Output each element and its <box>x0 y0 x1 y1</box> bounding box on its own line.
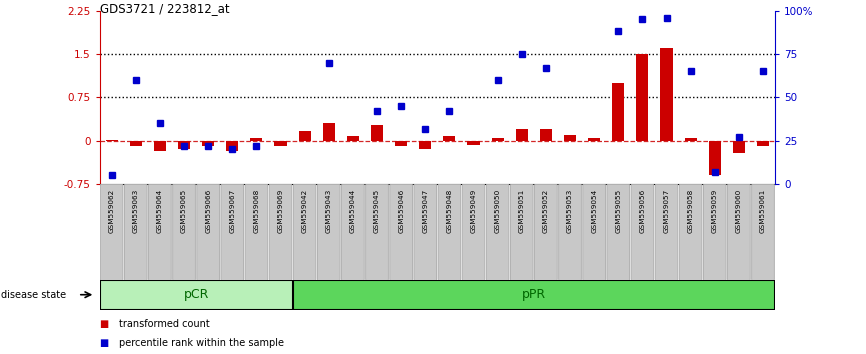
Text: GSM559050: GSM559050 <box>494 189 501 233</box>
FancyBboxPatch shape <box>100 184 123 281</box>
Bar <box>757 141 769 147</box>
FancyBboxPatch shape <box>583 184 605 281</box>
Text: GSM559059: GSM559059 <box>712 189 718 233</box>
Text: disease state: disease state <box>1 290 66 300</box>
FancyBboxPatch shape <box>438 184 461 281</box>
Text: GSM559053: GSM559053 <box>567 189 573 233</box>
Bar <box>443 136 456 141</box>
Text: GSM559056: GSM559056 <box>639 189 645 233</box>
FancyBboxPatch shape <box>149 184 171 281</box>
Bar <box>637 54 649 141</box>
FancyBboxPatch shape <box>269 184 292 281</box>
FancyBboxPatch shape <box>197 184 219 281</box>
FancyBboxPatch shape <box>390 184 412 281</box>
FancyBboxPatch shape <box>631 184 654 281</box>
Text: GSM559057: GSM559057 <box>663 189 669 233</box>
Text: GSM559060: GSM559060 <box>736 189 742 233</box>
Text: GSM559064: GSM559064 <box>157 189 163 233</box>
FancyBboxPatch shape <box>221 184 243 281</box>
Bar <box>708 141 721 176</box>
Text: GSM559047: GSM559047 <box>423 189 429 233</box>
Text: GSM559054: GSM559054 <box>591 189 598 233</box>
FancyBboxPatch shape <box>100 280 293 310</box>
Bar <box>371 125 383 141</box>
FancyBboxPatch shape <box>727 184 750 281</box>
Bar <box>130 141 142 147</box>
Bar <box>395 141 407 147</box>
FancyBboxPatch shape <box>125 184 147 281</box>
Text: GSM559045: GSM559045 <box>374 189 380 233</box>
Text: GSM559044: GSM559044 <box>350 189 356 233</box>
Bar <box>661 48 673 141</box>
FancyBboxPatch shape <box>510 184 533 281</box>
Bar <box>733 141 745 153</box>
Text: GSM559068: GSM559068 <box>254 189 260 233</box>
Bar <box>564 135 576 141</box>
FancyBboxPatch shape <box>365 184 388 281</box>
FancyBboxPatch shape <box>679 184 702 281</box>
Text: GSM559042: GSM559042 <box>301 189 307 233</box>
Bar <box>178 141 190 149</box>
Text: pPR: pPR <box>521 288 546 301</box>
Bar <box>347 136 359 141</box>
Text: GSM559061: GSM559061 <box>760 189 766 233</box>
FancyBboxPatch shape <box>245 184 268 281</box>
FancyBboxPatch shape <box>487 184 509 281</box>
FancyBboxPatch shape <box>172 184 196 281</box>
FancyBboxPatch shape <box>318 184 340 281</box>
Text: GSM559058: GSM559058 <box>688 189 694 233</box>
FancyBboxPatch shape <box>656 184 678 281</box>
Text: GSM559067: GSM559067 <box>229 189 236 233</box>
Text: GSM559048: GSM559048 <box>446 189 452 233</box>
Bar <box>226 141 238 150</box>
Text: ■: ■ <box>100 338 109 348</box>
Text: GSM559046: GSM559046 <box>398 189 404 233</box>
FancyBboxPatch shape <box>462 184 485 281</box>
Bar <box>275 141 287 147</box>
Text: percentile rank within the sample: percentile rank within the sample <box>119 338 284 348</box>
FancyBboxPatch shape <box>414 184 436 281</box>
Text: GSM559069: GSM559069 <box>277 189 283 233</box>
Bar <box>685 138 696 141</box>
Bar <box>588 138 600 141</box>
Bar <box>612 83 624 141</box>
Bar <box>106 139 118 141</box>
FancyBboxPatch shape <box>752 184 774 281</box>
Text: GSM559052: GSM559052 <box>543 189 549 233</box>
Text: GSM559066: GSM559066 <box>205 189 211 233</box>
Bar <box>323 124 335 141</box>
Text: GSM559043: GSM559043 <box>326 189 332 233</box>
FancyBboxPatch shape <box>294 184 316 281</box>
Text: GSM559065: GSM559065 <box>181 189 187 233</box>
FancyBboxPatch shape <box>559 184 581 281</box>
Text: ■: ■ <box>100 319 109 329</box>
FancyBboxPatch shape <box>703 184 726 281</box>
Bar <box>202 141 214 147</box>
Bar <box>154 141 166 151</box>
Text: GSM559062: GSM559062 <box>108 189 114 233</box>
Text: GSM559063: GSM559063 <box>132 189 139 233</box>
Text: pCR: pCR <box>184 288 209 301</box>
Text: GDS3721 / 223812_at: GDS3721 / 223812_at <box>100 2 229 15</box>
Text: GSM559055: GSM559055 <box>615 189 621 233</box>
Text: GSM559051: GSM559051 <box>519 189 525 233</box>
FancyBboxPatch shape <box>293 280 775 310</box>
Bar <box>419 141 431 149</box>
FancyBboxPatch shape <box>534 184 557 281</box>
Bar <box>516 129 527 141</box>
Text: transformed count: transformed count <box>119 319 210 329</box>
Bar <box>250 138 262 141</box>
Bar <box>468 141 480 145</box>
Bar <box>492 138 504 141</box>
Bar <box>299 131 311 141</box>
Text: GSM559049: GSM559049 <box>470 189 476 233</box>
FancyBboxPatch shape <box>607 184 630 281</box>
FancyBboxPatch shape <box>341 184 365 281</box>
Bar <box>540 129 552 141</box>
